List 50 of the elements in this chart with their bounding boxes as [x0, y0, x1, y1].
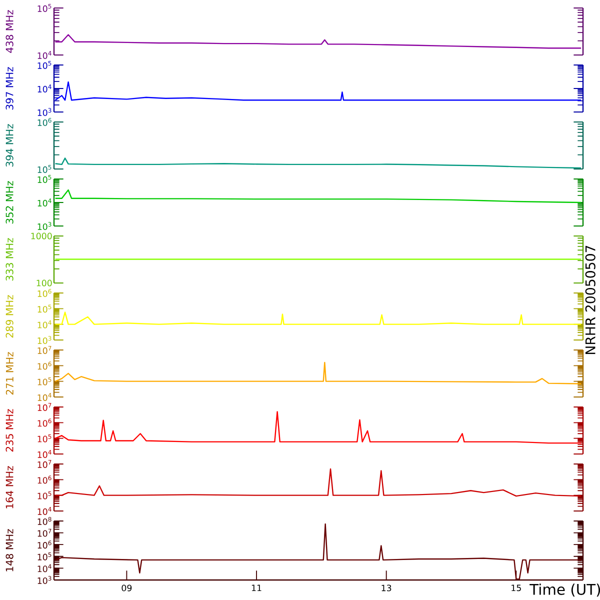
y-axis-title: 164 MHz [6, 466, 14, 508]
y-tick-label: 10$^{4}$ [38, 198, 52, 206]
y-tick-label: 10$^{5}$ [38, 377, 52, 386]
y-tick-label: 10$^{5}$ [38, 61, 52, 69]
y-axis-title: 394 MHz [6, 124, 14, 167]
y-tick-label: 10$^{4}$ [38, 51, 52, 59]
y-tick-label: 10$^{4}$ [38, 507, 52, 515]
y-tick-label: 1000 [31, 232, 52, 240]
y-tick-label: 10$^{4}$ [38, 393, 52, 401]
y-tick-label: 10$^{5}$ [38, 491, 52, 500]
y-tick-label: 10$^{6}$ [38, 289, 52, 297]
y-tick-label: 10$^{6}$ [38, 418, 52, 427]
y-tick-label: 10$^{4}$ [38, 564, 52, 572]
y-tick-label: 10$^{8}$ [38, 517, 52, 525]
y-tick-label: 10$^{5}$ [38, 304, 52, 313]
x-tick-label: 11 [252, 584, 262, 592]
y-tick-label: 10$^{6}$ [38, 476, 52, 484]
y-tick-label: 10$^{7}$ [38, 460, 52, 468]
x-tick-label: 09 [122, 584, 132, 592]
y-tick-label: 10$^{6}$ [38, 362, 52, 370]
y-axis-title: 289 MHz [6, 295, 14, 338]
y-tick-label: 10$^{5}$ [38, 175, 52, 183]
y-tick-label: 10$^{5}$ [38, 4, 52, 12]
y-tick-label: 10$^{5}$ [38, 552, 52, 560]
y-axis-title: 352 MHz [6, 181, 14, 224]
y-axis-title: 235 MHz [6, 409, 14, 452]
y-tick-label: 10$^{7}$ [38, 528, 52, 537]
text: NRHR 20050507 [585, 246, 596, 354]
y-tick-label: 10$^{4}$ [38, 450, 52, 458]
y-tick-label: 10$^{4}$ [38, 84, 52, 92]
y-tick-label: 100 [36, 280, 52, 286]
y-axis-title: 148 MHz [6, 529, 14, 572]
y-tick-label: 10$^{6}$ [38, 118, 52, 126]
y-tick-label: 10$^{5}$ [38, 434, 52, 442]
y-tick-label: 10$^{3}$ [38, 576, 52, 584]
y-tick-label: 10$^{3}$ [38, 222, 52, 230]
y-axis-title: 397 MHz [6, 67, 14, 110]
y-tick-label: 10$^{7}$ [38, 346, 52, 354]
x-tick-label: 15 [512, 584, 521, 592]
y-tick-label: 10$^{4}$ [38, 320, 52, 328]
y-axis-title: 438 MHz [6, 10, 14, 53]
x-axis-title: Time (UT) [530, 584, 600, 597]
y-tick-label: 10$^{7}$ [38, 403, 52, 411]
y-axis-title: 271 MHz [6, 352, 14, 395]
y-axis-title: 333 MHz [6, 238, 14, 281]
x-tick-label: 13 [382, 584, 392, 592]
y-tick-label: 10$^{3}$ [38, 108, 52, 116]
y-tick-label: 10$^{6}$ [38, 540, 52, 549]
y-tick-label: 10$^{5}$ [38, 165, 52, 173]
y-tick-label: 10$^{3}$ [38, 336, 52, 344]
